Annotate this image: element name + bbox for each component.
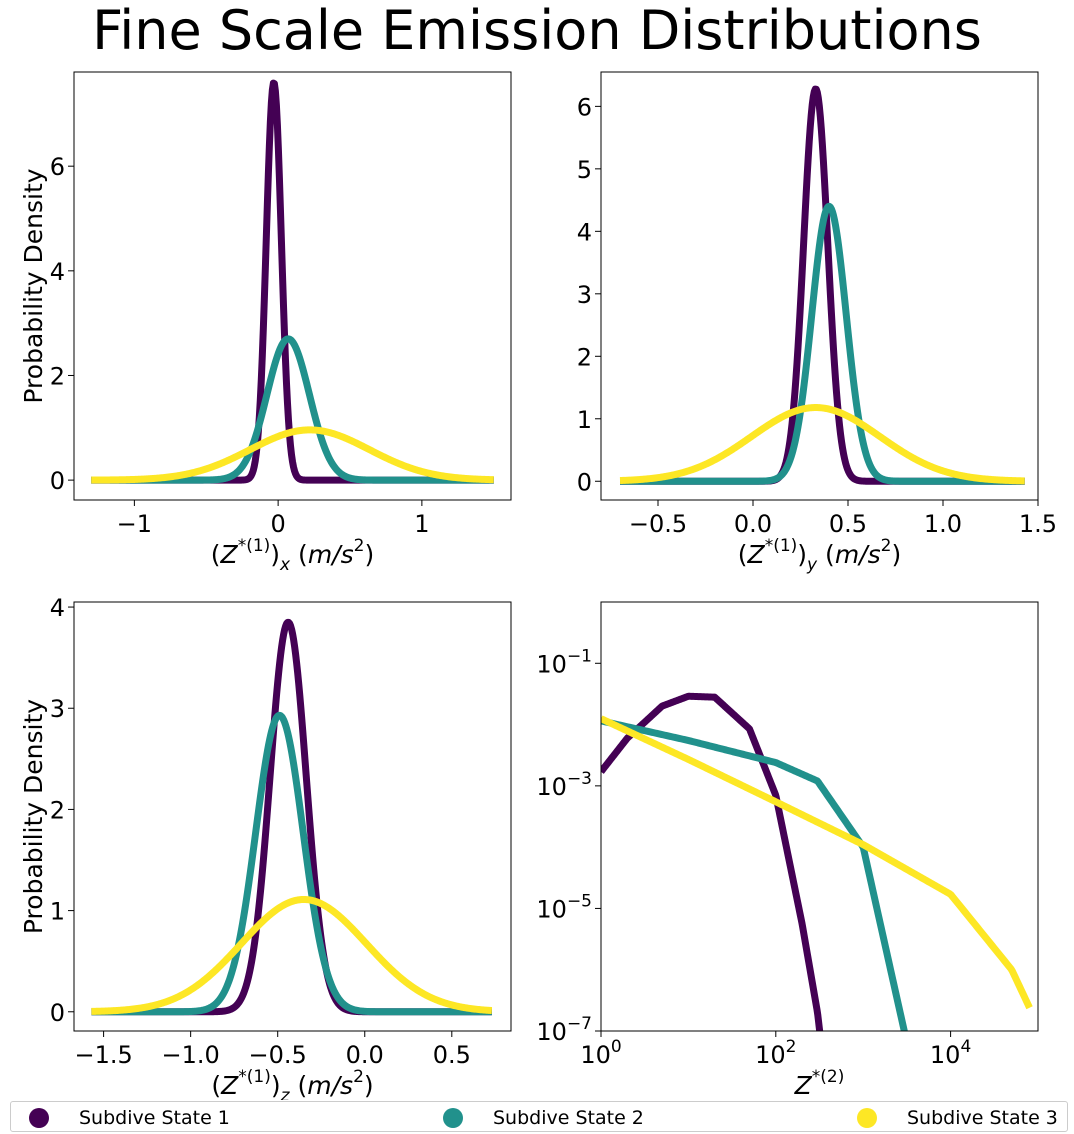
x-tick-label: 0.0 [346,1041,384,1069]
y-tick-label: 0 [577,468,592,496]
x-axis-label: (Z*(1))y (m/s2) [738,536,901,575]
series-group [617,85,1028,485]
legend-label-state-2: Subdive State 2 [493,1106,644,1129]
x-axis-label: Z*(2) [794,1067,845,1100]
x-tick-label: 100 [580,1037,621,1069]
x-tick-label: 0 [270,510,285,538]
x-tick-label: 0.5 [433,1041,471,1069]
x-tick-label: −0.5 [629,510,687,538]
x-tick-label: 0.5 [829,510,867,538]
x-tick-label: 104 [930,1037,971,1069]
legend-item-state-3: Subdive State 3 [857,1102,1058,1133]
legend-label-state-3: Subdive State 3 [907,1106,1058,1129]
chart-panel-1: −1 0 1 0 2 4 6 (Z*(1))x (m/s2) Probability Densi… [19,71,512,575]
y-tick-label: 10−7 [536,1014,592,1046]
y-tick-label: 1 [50,898,65,926]
chart-panel-2: −0.5 0.0 0.5 1.0 1.5 0 1 2 3 4 5 6 (Z*(1))y (m/s2) [577,71,1057,575]
series-line-1 [88,618,495,1016]
y-tick-label: 4 [50,594,65,622]
x-tick-label: −1.5 [74,1041,132,1069]
series-line-2 [601,717,908,1031]
y-tick-label: 2 [577,343,592,371]
series-line-1 [617,85,1028,485]
legend-label-state-1: Subdive State 1 [79,1106,230,1129]
y-tick-label: 4 [50,258,65,286]
plot-frame [600,71,1039,501]
figure-title: Fine Scale Emission Distributions [92,0,982,62]
series-group [601,692,1033,1031]
x-tick-label: −0.5 [249,1041,307,1069]
chart-panel-4: 100 102 104 10−7 10−5 10−3 10−1 Z*(2) [536,601,1039,1100]
legend-marker-state-1 [29,1107,49,1128]
x-tick-label: 1 [414,510,429,538]
legend-marker-state-3 [857,1107,877,1128]
y-tick-label: 10−1 [536,646,592,678]
y-tick-label: 6 [577,93,592,121]
plot-frame [73,71,512,501]
series-group [88,618,495,1016]
y-tick-label: 0 [50,467,65,495]
x-tick-label: 1.5 [1019,510,1057,538]
legend-item-state-1: Subdive State 1 [29,1102,230,1133]
legend-marker-state-2 [443,1107,463,1128]
chart-panel-3: −1.5 −1.0 −0.5 0.0 0.5 0 1 2 3 4 (Z*(1))z (m/s2) Pr… [19,594,512,1100]
legend: Subdive State 1 Subdive State 2 Subdive … [10,1101,1068,1132]
x-axis-label: (Z*(1))x (m/s2) [211,536,374,575]
x-tick-label: 1.0 [924,510,962,538]
x-tick-label: 0.0 [734,510,772,538]
y-tick-label: 1 [577,406,592,434]
y-tick-label: 2 [50,362,65,390]
y-tick-label: 0 [50,999,65,1027]
y-tick-label: 10−3 [536,769,592,801]
y-tick-label: 3 [577,281,592,309]
series-line-3 [88,895,495,1015]
series-line-2 [617,202,1028,485]
x-tick-label: 102 [755,1037,796,1069]
series-line-1 [88,79,497,484]
series-line-2 [88,711,495,1016]
figure: Fine Scale Emission Distributions −1 0 102… [19,0,1057,1100]
series-line-3 [617,404,1028,485]
series-group [88,79,497,484]
y-tick-label: 4 [577,218,592,246]
y-axis-label: Probability Density [19,168,48,403]
y-tick-label: 5 [577,156,592,184]
x-tick-label: −1.0 [162,1041,220,1069]
plot-frame [600,601,1039,1032]
x-tick-label: −1 [117,510,152,538]
y-tick-label: 2 [50,796,65,824]
plot-frame [73,601,512,1032]
y-tick-label: 6 [50,153,65,181]
y-tick-label: 10−5 [536,891,592,923]
x-axis-label: (Z*(1))z (m/s2) [211,1067,373,1100]
y-axis-label: Probability Density [19,699,48,934]
series-line-3 [88,426,497,484]
legend-item-state-2: Subdive State 2 [443,1102,644,1133]
y-tick-label: 3 [50,695,65,723]
series-line-3 [601,715,1033,1010]
